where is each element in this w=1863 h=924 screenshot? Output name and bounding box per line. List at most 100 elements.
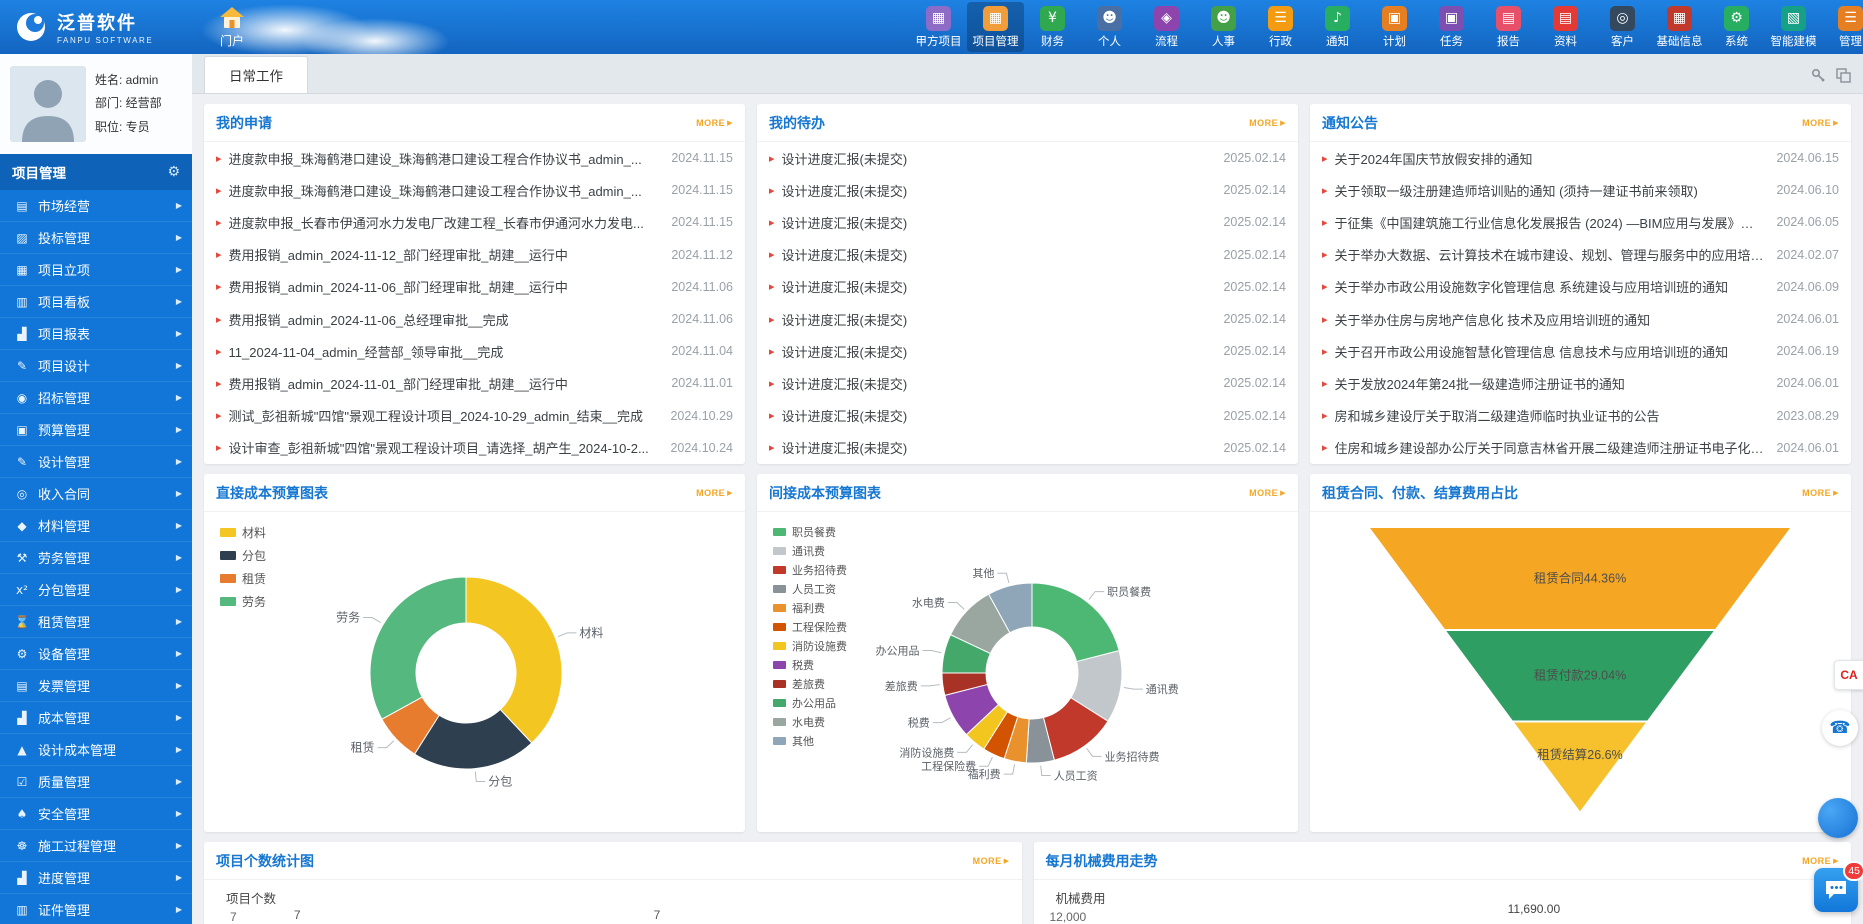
more-link[interactable]: MORE ▶ — [696, 117, 733, 128]
list-item[interactable]: ▸ 于征集《中国建筑施工行业信息化发展报告 (2024) —BIM应用与发展》材… — [1310, 206, 1851, 238]
list-item[interactable]: ▸ 设计进度汇报(未提交) 2025.02.14 — [757, 206, 1298, 238]
bullet-icon: ▸ — [769, 248, 775, 262]
key-icon[interactable] — [1811, 68, 1826, 83]
list-item[interactable]: ▸ 费用报销_admin_2024-11-12_部门经理审批_胡建__运行中 2… — [204, 239, 745, 271]
list-item[interactable]: ▸ 关于2024年国庆节放假安排的通知 2024.06.15 — [1310, 142, 1851, 174]
chat-button[interactable]: 45 — [1814, 861, 1863, 912]
sidebar-item-design-cost[interactable]: ▲ 设计成本管理 ▶ — [0, 734, 192, 766]
nav-item-smart-modeling[interactable]: ▧ 智能建模 — [1765, 2, 1822, 52]
list-item[interactable]: ▸ 进度款申报_珠海鹤港口建设_珠海鹤港口建设工程合作协议书_admin_...… — [204, 142, 745, 174]
more-link[interactable]: MORE ▶ — [696, 487, 733, 498]
sidebar-item-certificate[interactable]: ▥ 证件管理 ▶ — [0, 894, 192, 924]
toggle-panels-icon[interactable] — [1836, 68, 1851, 83]
list-item[interactable]: ▸ 设计进度汇报(未提交) 2025.02.14 — [757, 239, 1298, 271]
panel-rental-ratio-chart: 租赁合同、付款、结算费用占比 MORE ▶ 租赁合同44.36% 租赁付款29.04… — [1310, 474, 1851, 832]
list-item[interactable]: ▸ 关于举办市政公用设施数字化管理信息 系统建设与应用培训班的通知 2024.0… — [1310, 271, 1851, 303]
list-item[interactable]: ▸ 关于举办大数据、云计算技术在城市建设、规划、管理与服务中的应用培训班... … — [1310, 239, 1851, 271]
sidebar-item-progress[interactable]: ▟ 进度管理 ▶ — [0, 862, 192, 894]
app-logo[interactable]: 泛普软件 FANPU SOFTWARE — [0, 0, 196, 54]
callout-line — [363, 617, 382, 624]
more-link[interactable]: MORE ▶ — [1249, 487, 1286, 498]
nav-item-task[interactable]: ▣ 任务 — [1423, 2, 1480, 52]
phone-button[interactable]: ☎ — [1822, 710, 1858, 746]
list-item[interactable]: ▸ 设计进度汇报(未提交) 2025.02.14 — [757, 432, 1298, 464]
nav-item-portal[interactable]: 门户 — [196, 0, 268, 54]
sidebar-item-budget[interactable]: ▣ 预算管理 ▶ — [0, 414, 192, 446]
sidebar-item-project-report[interactable]: ▟ 项目报表 ▶ — [0, 318, 192, 350]
sidebar-item-safety[interactable]: ♠ 安全管理 ▶ — [0, 798, 192, 830]
user-title: 职位: 专员 — [95, 119, 150, 134]
more-link[interactable]: MORE ▶ — [1802, 855, 1839, 866]
nav-item-report[interactable]: ▤ 报告 — [1480, 2, 1537, 52]
sidebar-item-income-contract[interactable]: ◎ 收入合同 ▶ — [0, 478, 192, 510]
sidebar-item-tender[interactable]: ◉ 招标管理 ▶ — [0, 382, 192, 414]
nav-item-management[interactable]: ☰ 管理 — [1822, 2, 1863, 52]
nav-item-materials[interactable]: ▤ 资料 — [1537, 2, 1594, 52]
sidebar-item-bidding[interactable]: ▨ 投标管理 ▶ — [0, 222, 192, 254]
list-item[interactable]: ▸ 关于发放2024年第24批一级建造师注册证书的通知 2024.06.01 — [1310, 367, 1851, 399]
list-item[interactable]: ▸ 设计进度汇报(未提交) 2025.02.14 — [757, 400, 1298, 432]
sidebar-item-invoice[interactable]: ▤ 发票管理 ▶ — [0, 670, 192, 702]
nav-item-system[interactable]: ⚙ 系统 — [1708, 2, 1765, 52]
item-date: 2024.11.15 — [671, 183, 733, 198]
list-item[interactable]: ▸ 设计审查_彭祖新城"四馆"景观工程设计项目_请选择_胡产生_2024-10-… — [204, 432, 745, 464]
more-link[interactable]: MORE ▶ — [972, 855, 1010, 866]
machine-cost-plot: 机械费用 12,000 11,690.00 — [1034, 880, 1852, 924]
sidebar-item-design[interactable]: ✎ 设计管理 ▶ — [0, 446, 192, 478]
nav-item-plan[interactable]: ▣ 计划 — [1366, 2, 1423, 52]
more-link[interactable]: MORE ▶ — [1802, 487, 1839, 498]
nav-item-owner-project[interactable]: ▦ 甲方项目 — [910, 2, 967, 52]
item-text: 关于发放2024年第24批一级建造师注册证书的通知 — [1334, 376, 1625, 392]
list-item[interactable]: ▸ 进度款申报_珠海鹤港口建设_珠海鹤港口建设工程合作协议书_admin_...… — [204, 174, 745, 206]
sidebar-item-material[interactable]: ◆ 材料管理 ▶ — [0, 510, 192, 542]
more-link[interactable]: MORE ▶ — [1249, 117, 1286, 128]
ca-login-button[interactable]: CA — [1834, 660, 1863, 690]
list-item[interactable]: ▸ 费用报销_admin_2024-11-06_总经理审批__完成 2024.1… — [204, 303, 745, 335]
list-item[interactable]: ▸ 设计进度汇报(未提交) 2025.02.14 — [757, 271, 1298, 303]
list-item[interactable]: ▸ 测试_彭祖新城"四馆"景观工程设计项目_2024-10-29_admin_结… — [204, 400, 745, 432]
sidebar-item-rental[interactable]: ⌛ 租赁管理 ▶ — [0, 606, 192, 638]
nav-item-base-info[interactable]: ▦ 基础信息 — [1651, 2, 1708, 52]
list-item[interactable]: ▸ 设计进度汇报(未提交) 2025.02.14 — [757, 335, 1298, 367]
sidebar-item-project-design[interactable]: ✎ 项目设计 ▶ — [0, 350, 192, 382]
list-item[interactable]: ▸ 设计进度汇报(未提交) 2025.02.14 — [757, 303, 1298, 335]
sidebar-item-project-board[interactable]: ▥ 项目看板 ▶ — [0, 286, 192, 318]
nav-item-hr[interactable]: ☻ 人事 — [1195, 2, 1252, 52]
nav-item-finance[interactable]: ¥ 财务 — [1024, 2, 1081, 52]
sidebar-item-quality[interactable]: ☑ 质量管理 ▶ — [0, 766, 192, 798]
sidebar-item-cost[interactable]: ▟ 成本管理 ▶ — [0, 702, 192, 734]
list-item[interactable]: ▸ 房和城乡建设厅关于取消二级建造师临时执业证书的公告 2023.08.29 — [1310, 400, 1851, 432]
list-item[interactable]: ▸ 费用报销_admin_2024-11-01_部门经理审批_胡建__运行中 2… — [204, 367, 745, 399]
nav-item-notification[interactable]: ♪ 通知 — [1309, 2, 1366, 52]
list-item[interactable]: ▸ 设计进度汇报(未提交) 2025.02.14 — [757, 174, 1298, 206]
assistant-button[interactable] — [1818, 798, 1858, 838]
list-item[interactable]: ▸ 关于领取一级注册建造师培训贴的通知 (须持一建证书前来领取) 2024.06… — [1310, 174, 1851, 206]
nav-item-customer[interactable]: ◎ 客户 — [1594, 2, 1651, 52]
nav-item-project-management[interactable]: ▦ 项目管理 — [967, 2, 1024, 52]
chevron-right-icon: ▶ — [175, 425, 182, 434]
user-avatar — [10, 66, 86, 142]
sidebar-item-subcontract[interactable]: x² 分包管理 ▶ — [0, 574, 192, 606]
sidebar-item-labor[interactable]: ⚒ 劳务管理 ▶ — [0, 542, 192, 574]
list-item[interactable]: ▸ 进度款申报_长春市伊通河水力发电厂改建工程_长春市伊通河水力发电... 20… — [204, 206, 745, 238]
sidebar-item-equipment[interactable]: ⚙ 设备管理 ▶ — [0, 638, 192, 670]
list-item[interactable]: ▸ 住房和城乡建设部办公厅关于同意吉林省开展二级建造师注册证书电子化试点... … — [1310, 432, 1851, 464]
nav-item-workflow[interactable]: ◈ 流程 — [1138, 2, 1195, 52]
nav-item-personal[interactable]: ☻ 个人 — [1081, 2, 1138, 52]
gear-icon[interactable]: ⚙ — [167, 164, 180, 180]
sidebar-item-market[interactable]: ▤ 市场经营 ▶ — [0, 190, 192, 222]
callout-line — [947, 601, 965, 610]
sidebar-menu: ▤ 市场经营 ▶ ▨ 投标管理 ▶ ▦ 项目立项 ▶ ▥ 项目看板 ▶ ▟ — [0, 190, 192, 924]
tab-daily-work[interactable]: 日常工作 — [204, 56, 308, 93]
list-item[interactable]: ▸ 设计进度汇报(未提交) 2025.02.14 — [757, 142, 1298, 174]
list-item[interactable]: ▸ 设计进度汇报(未提交) 2025.02.14 — [757, 367, 1298, 399]
sidebar-item-construction-process[interactable]: ☸ 施工过程管理 ▶ — [0, 830, 192, 862]
list-item[interactable]: ▸ 费用报销_admin_2024-11-06_部门经理审批_胡建__运行中 2… — [204, 271, 745, 303]
nav-item-administration[interactable]: ☰ 行政 — [1252, 2, 1309, 52]
list-item[interactable]: ▸ 关于召开市政公用设施智慧化管理信息 信息技术与应用培训班的通知 2024.0… — [1310, 335, 1851, 367]
sidebar-item-project-initiation[interactable]: ▦ 项目立项 ▶ — [0, 254, 192, 286]
list-item[interactable]: ▸ 11_2024-11-04_admin_经营部_领导审批__完成 2024.… — [204, 335, 745, 367]
logo-subtitle: FANPU SOFTWARE — [57, 36, 154, 45]
more-link[interactable]: MORE ▶ — [1802, 117, 1839, 128]
list-item[interactable]: ▸ 关于举办住房与房地产信息化 技术及应用培训班的通知 2024.06.01 — [1310, 303, 1851, 335]
